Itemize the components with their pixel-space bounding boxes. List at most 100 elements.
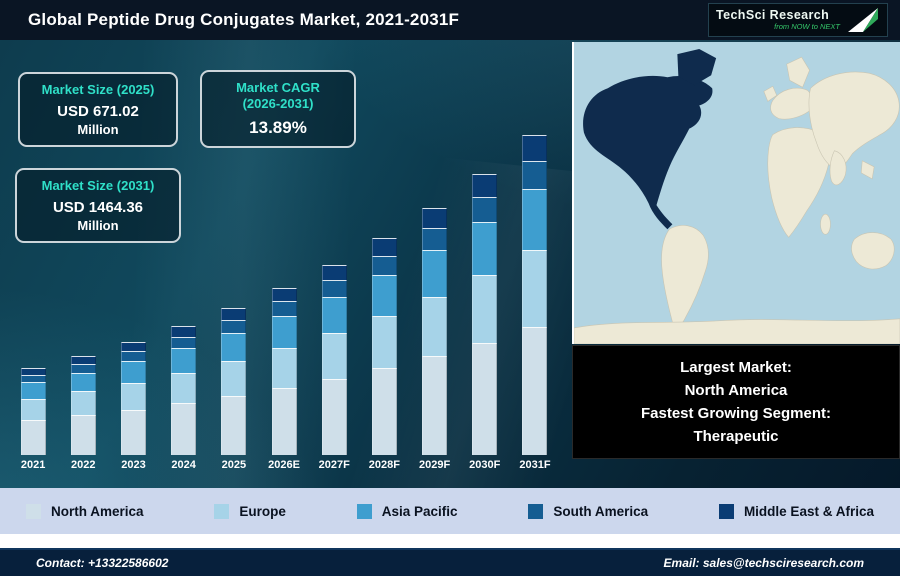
segment-asia-pacific	[472, 221, 498, 276]
segment-middle-east-africa	[271, 288, 297, 302]
legend-swatch-icon	[528, 503, 544, 519]
x-label-2027F: 2027F	[318, 459, 350, 471]
segment-middle-east-africa	[171, 326, 197, 337]
region-uk	[763, 85, 778, 102]
chart-area: Market Size (2025) USD 671.02 Million Ma…	[0, 40, 900, 488]
segment-north-america	[422, 356, 448, 455]
segment-middle-east-africa	[522, 134, 548, 161]
bar-2029F	[410, 133, 460, 455]
segment-asia-pacific	[120, 361, 146, 383]
bar-2028F	[359, 133, 409, 455]
divider	[0, 534, 900, 548]
legend-label: Europe	[239, 503, 286, 519]
x-label-2026E: 2026E	[268, 459, 300, 471]
region-europe	[770, 87, 813, 120]
region-greenland	[677, 49, 717, 86]
callout-line: North America	[684, 382, 788, 399]
segment-europe	[120, 382, 146, 410]
legend-item-asia-pacific: Asia Pacific	[356, 503, 458, 519]
segment-south-america	[120, 351, 146, 362]
legend: North America Europe Asia Pacific South Ame…	[0, 488, 900, 534]
stacked-bar	[70, 355, 96, 455]
world-map-panel	[572, 42, 900, 344]
callout-line: Therapeutic	[693, 428, 779, 445]
stacked-bar	[321, 264, 347, 455]
segment-south-america	[221, 320, 247, 334]
info-box-title: Market CAGR	[236, 80, 320, 95]
legend-item-south-america: South America	[528, 503, 648, 519]
segment-north-america	[371, 368, 397, 455]
segment-middle-east-africa	[20, 367, 46, 375]
segment-south-america	[271, 301, 297, 317]
page-title: Global Peptide Drug Conjugates Market, 2…	[28, 10, 460, 29]
segment-europe	[321, 333, 347, 379]
segment-asia-pacific	[271, 316, 297, 349]
segment-europe	[271, 348, 297, 389]
segment-europe	[171, 372, 197, 404]
info-box-unit: Million	[77, 218, 119, 234]
bar-2021	[8, 133, 58, 455]
region-madagascar	[820, 213, 831, 235]
callout-line: Fastest Growing Segment:	[640, 405, 832, 422]
legend-swatch-icon	[718, 503, 734, 519]
region-antarctica	[574, 318, 900, 344]
stacked-bar	[20, 367, 46, 455]
market-cagr-box: Market CAGR (2026-2031) 13.89%	[200, 70, 356, 148]
market-size-2025-box: Market Size (2025) USD 671.02 Million	[18, 72, 178, 148]
segment-south-america	[20, 374, 46, 383]
segment-north-america	[522, 326, 548, 455]
segment-north-america	[472, 342, 498, 455]
legend-item-europe: Europe	[214, 503, 286, 519]
bar-2023	[108, 133, 158, 455]
x-label-2030F: 2030F	[469, 459, 501, 471]
region-asia	[808, 71, 900, 170]
market-size-2031-box: Market Size (2031) USD 1464.36 Million	[15, 168, 181, 244]
x-label-2021: 2021	[20, 459, 46, 471]
segment-europe	[422, 297, 448, 357]
segment-south-america	[321, 280, 347, 298]
info-box-subtitle: (2026-2031)	[242, 96, 314, 112]
segment-north-america	[171, 403, 197, 455]
region-north-america	[583, 75, 713, 230]
segment-asia-pacific	[321, 297, 347, 334]
segment-asia-pacific	[20, 382, 46, 399]
info-box-title: Market Size (2025)	[41, 82, 155, 97]
segment-asia-pacific	[422, 250, 448, 298]
segment-asia-pacific	[371, 275, 397, 317]
logo-text: TechSci Research from NOW to NEXT	[716, 8, 840, 31]
stacked-bar	[472, 174, 498, 455]
segment-north-america	[271, 388, 297, 455]
bar-2025	[209, 133, 259, 455]
segment-asia-pacific	[221, 333, 247, 362]
segment-asia-pacific	[522, 189, 548, 251]
callout-line: Largest Market:	[680, 359, 792, 376]
segment-asia-pacific	[70, 372, 96, 392]
info-box-value: USD 1464.36	[52, 199, 144, 217]
callout-text: Largest Market: North America Fastest Grow…	[573, 356, 899, 448]
callout-box: Largest Market: North America Fastest Grow…	[572, 345, 900, 459]
world-map	[574, 42, 900, 344]
stacked-bar	[522, 134, 548, 455]
logo-name: TechSci Research	[716, 8, 830, 22]
stacked-bar	[422, 208, 448, 455]
info-box-value: 13.89%	[249, 117, 307, 137]
segment-north-america	[120, 409, 146, 455]
legend-label: North America	[51, 503, 144, 519]
x-axis: 2021 2022 2023 2024 2025 2026E 2027F 2028F 2029F…	[8, 459, 560, 471]
stacked-bar	[271, 288, 297, 455]
segment-europe	[70, 391, 96, 416]
x-label-2024: 2024	[171, 459, 196, 471]
x-label-2029F: 2029F	[418, 459, 451, 471]
stacked-bar	[120, 342, 146, 455]
segment-south-america	[371, 255, 397, 276]
segment-north-america	[221, 396, 247, 455]
segment-middle-east-africa	[221, 308, 247, 321]
bar-2030F	[460, 133, 510, 455]
logo-arrow-icon	[848, 8, 878, 32]
stacked-bar	[221, 308, 247, 455]
segment-middle-east-africa	[472, 174, 498, 197]
segment-middle-east-africa	[371, 238, 397, 256]
segment-north-america	[20, 420, 46, 455]
bar-2027F	[309, 133, 359, 455]
